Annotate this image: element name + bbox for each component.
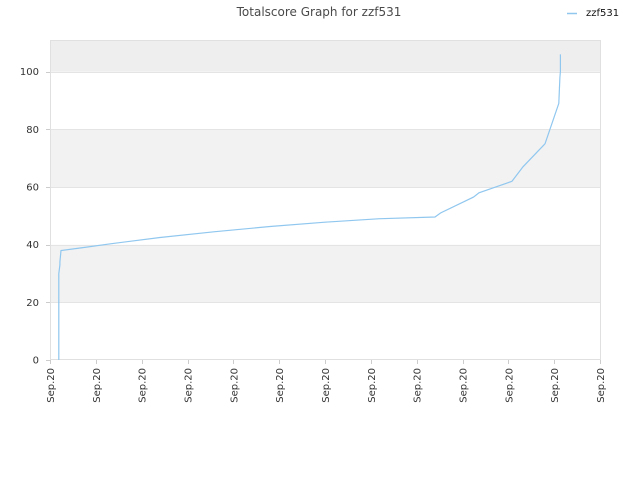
x-tick-label: Sep.20 — [596, 368, 607, 403]
legend-label: zzf531 — [586, 8, 619, 19]
x-tick-label: Sep.20 — [138, 368, 149, 403]
x-tick-label: Sep.20 — [92, 368, 103, 403]
chart-title: Totalscore Graph for zzf531 — [236, 5, 402, 19]
plot-bands — [50, 40, 600, 360]
plot-band — [50, 302, 600, 360]
plot-frame — [50, 40, 601, 360]
y-axis-ticks: 0 20 40 60 80 100 — [20, 67, 50, 367]
series-line-zzf531 — [58, 54, 561, 360]
x-tick-label: Sep.20 — [550, 368, 561, 403]
x-tick-label: Sep.20 — [459, 368, 470, 403]
y-tick-label: 20 — [26, 298, 39, 309]
x-tick-label: Sep.20 — [275, 368, 286, 403]
y-tick-label: 60 — [26, 183, 39, 194]
x-tick-label: Sep.20 — [367, 368, 378, 403]
y-tick-label: 40 — [26, 240, 39, 251]
y-tick-label: 80 — [26, 125, 39, 136]
plot-band — [50, 244, 600, 303]
x-tick-label: Sep.20 — [46, 368, 57, 403]
plot-band — [50, 71, 600, 130]
plot-band — [50, 187, 600, 245]
legend: zzf531 — [567, 8, 619, 19]
x-tick-label: Sep.20 — [321, 368, 332, 403]
y-tick-label: 0 — [33, 356, 39, 367]
plot-band — [50, 129, 600, 188]
x-axis-ticks: Sep.20 Sep.20 Sep.20 Sep.20 Sep.20 Sep.20 Sep.… — [46, 360, 607, 403]
gridlines — [50, 72, 600, 303]
x-tick-label: Sep.20 — [184, 368, 195, 403]
y-tick-label: 100 — [20, 67, 39, 78]
x-tick-label: Sep.20 — [229, 368, 240, 403]
x-tick-label: Sep.20 — [504, 368, 515, 403]
plot-band — [50, 40, 600, 72]
x-tick-label: Sep.20 — [413, 368, 424, 403]
